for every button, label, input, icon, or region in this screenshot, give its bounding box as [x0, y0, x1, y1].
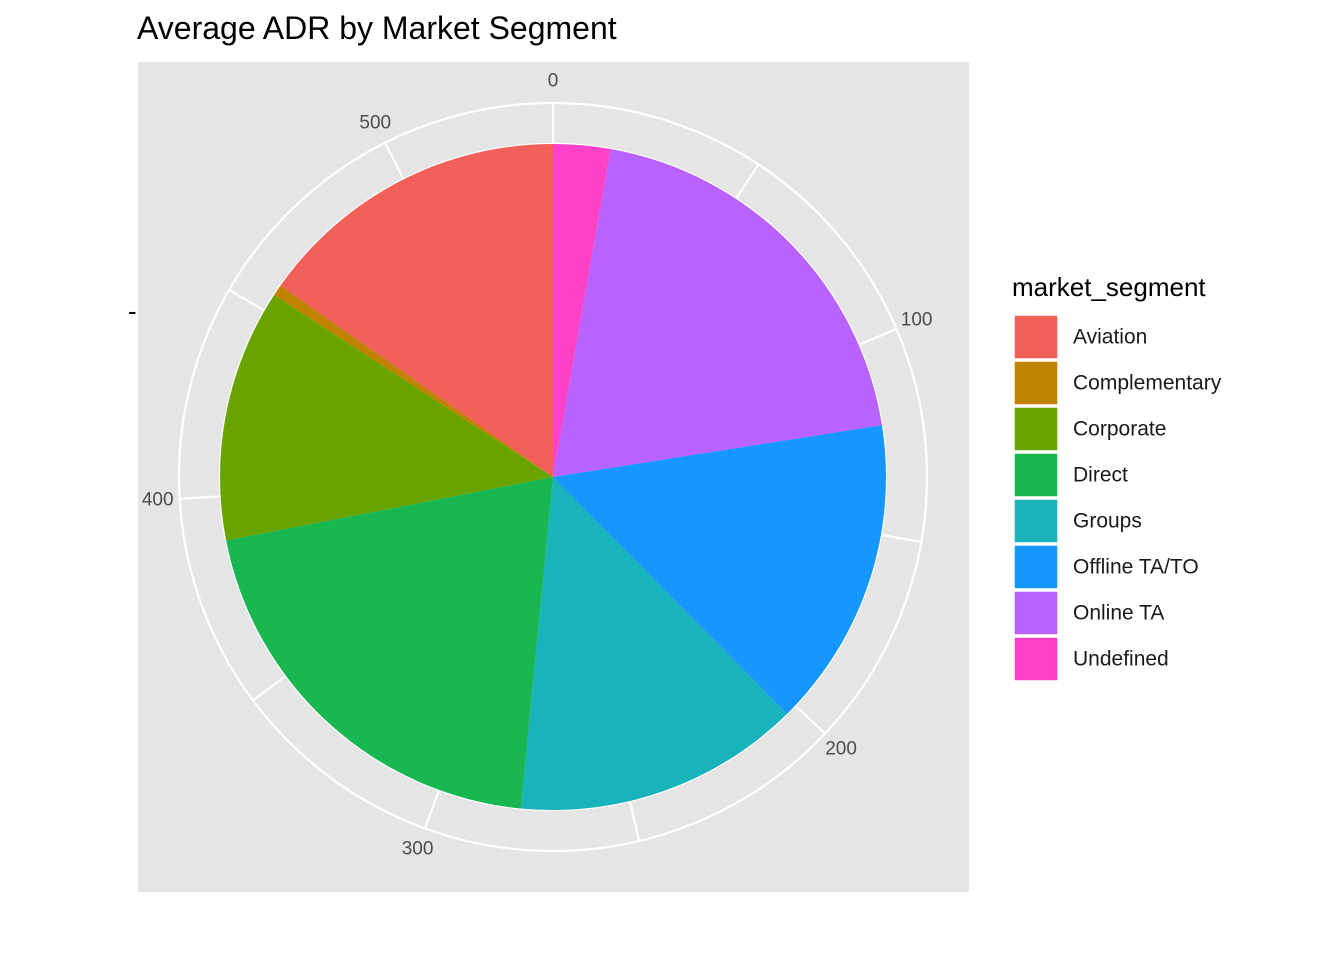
legend-key — [1013, 544, 1059, 590]
grid-spoke — [735, 163, 760, 200]
grid-spoke — [858, 327, 897, 347]
y-axis-label: - — [128, 296, 137, 326]
legend-label: Corporate — [1073, 418, 1166, 441]
slice-groups — [520, 477, 788, 810]
grid-spoke — [424, 789, 441, 829]
grid-spoke — [794, 704, 826, 735]
grid-spoke — [384, 142, 405, 180]
legend: market_segment Aviation Complementary Corp… — [1012, 272, 1222, 682]
grid-spoke — [179, 495, 221, 500]
slice-undefined — [553, 144, 611, 477]
legend-label: Groups — [1073, 510, 1142, 533]
slice-complementary — [274, 285, 553, 477]
slice-corporate — [220, 294, 553, 541]
legend-title: market_segment — [1012, 272, 1206, 302]
legend-key — [1013, 406, 1059, 452]
grid-spoke — [880, 533, 922, 544]
chart-title: Average ADR by Market Segment — [137, 10, 617, 46]
legend-label: Online TA — [1073, 602, 1164, 625]
angle-tick-labels: 0 100 200 300 400 500 — [142, 71, 933, 860]
slice-direct — [226, 477, 553, 809]
legend-key — [1013, 590, 1059, 636]
pie-slices — [220, 144, 887, 810]
slice-online-ta — [553, 149, 882, 477]
grid-spoke — [228, 289, 266, 312]
legend-key — [1013, 314, 1059, 360]
tick-label: 100 — [901, 310, 933, 331]
tick-label: 300 — [402, 839, 434, 860]
tick-label: 500 — [359, 113, 391, 134]
tick-label: 400 — [142, 490, 174, 511]
legend-key — [1013, 452, 1059, 498]
legend-label: Undefined — [1073, 648, 1169, 671]
legend-label: Offline TA/TO — [1073, 556, 1199, 579]
grid-spoke — [628, 800, 641, 842]
legend-key — [1013, 636, 1059, 682]
slice-aviation — [280, 144, 553, 477]
slice-offline-ta-to — [553, 425, 887, 714]
tick-label: 200 — [825, 738, 857, 759]
legend-label: Direct — [1073, 464, 1128, 487]
grid-spoke — [252, 674, 287, 702]
legend-items: Aviation Complementary Corporate Direct Grou… — [1013, 314, 1222, 682]
legend-key — [1013, 360, 1059, 406]
tick-label: 0 — [548, 71, 559, 92]
legend-label: Aviation — [1073, 326, 1147, 349]
legend-key — [1013, 498, 1059, 544]
legend-label: Complementary — [1073, 372, 1222, 395]
